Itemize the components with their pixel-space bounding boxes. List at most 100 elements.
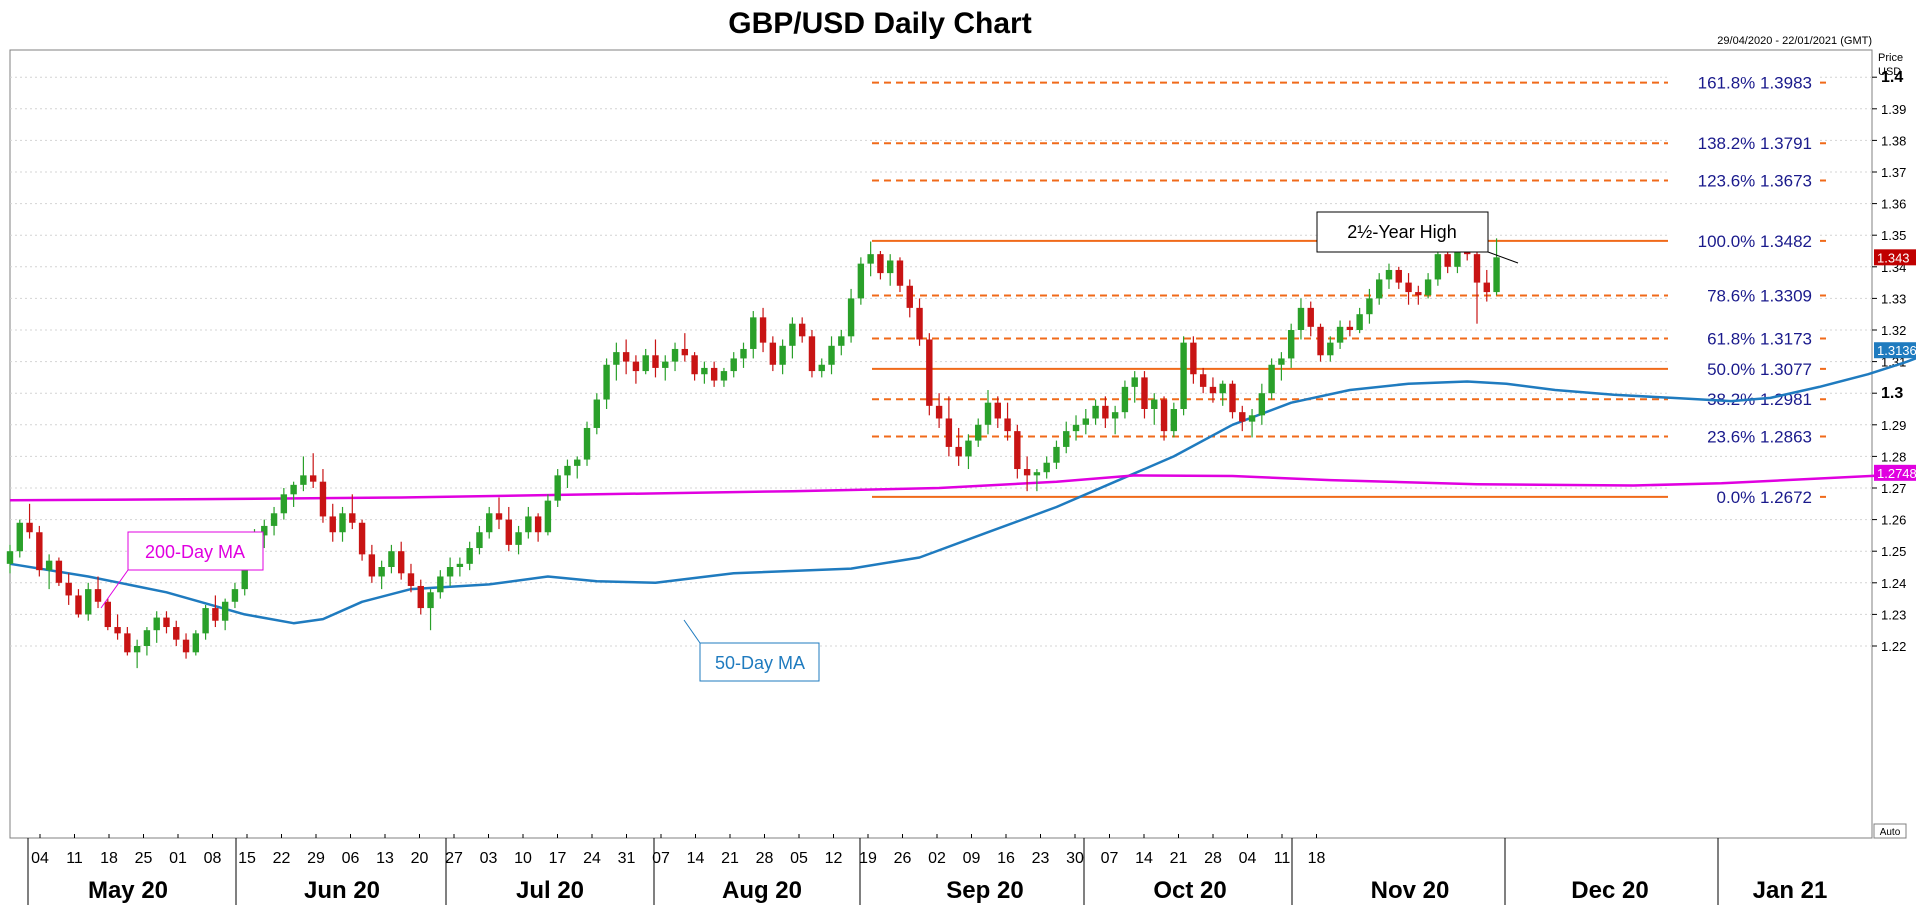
candle xyxy=(45,554,53,590)
candlesticks xyxy=(6,222,1500,669)
candle xyxy=(290,481,297,507)
ma50-annotation-text: 50-Day MA xyxy=(715,653,805,673)
candle xyxy=(55,557,63,586)
candle xyxy=(769,336,777,372)
x-axis: 04 11 18 25 01 08 15 22 29 06 13 20 27 03 10 17 24 31 07 14… xyxy=(27,834,1827,905)
candle-body xyxy=(6,551,14,564)
candle xyxy=(534,513,542,542)
price-axis-label: Price xyxy=(1878,52,1903,64)
candle-body xyxy=(270,513,278,526)
candle-body xyxy=(1219,383,1226,394)
y-tick-label: 1.27 xyxy=(1881,481,1906,496)
x-month-label: Oct 20 xyxy=(1153,877,1226,904)
x-day-label: 07 xyxy=(1101,850,1119,867)
candle xyxy=(1092,399,1099,425)
y-tick-label: 1.23 xyxy=(1881,607,1906,622)
price-tag xyxy=(1874,342,1916,359)
candle xyxy=(1307,301,1314,337)
candle-body xyxy=(603,364,610,400)
candle-body xyxy=(1082,418,1089,425)
candle xyxy=(270,506,278,536)
candle xyxy=(583,421,591,466)
moving-averages xyxy=(9,356,1916,625)
fib-label-bg xyxy=(1668,328,1820,349)
candle xyxy=(1287,323,1295,368)
y-tick-label: 1.38 xyxy=(1881,133,1906,148)
fib-level-label: 50.0% 1.3077 xyxy=(1707,360,1812,379)
candle-body xyxy=(1336,326,1344,343)
y-tick-label: 1.31 xyxy=(1881,355,1906,370)
candle xyxy=(662,355,669,381)
fib-label-bg xyxy=(1668,486,1820,507)
candle-body xyxy=(153,617,160,631)
fib-level-label: 61.8% 1.3173 xyxy=(1707,330,1812,349)
ma50-line xyxy=(9,356,1916,625)
candle xyxy=(574,456,581,479)
candle xyxy=(1180,336,1187,416)
candle-body xyxy=(525,516,532,533)
candle xyxy=(525,506,532,539)
x-day-label: 11 xyxy=(1274,850,1291,867)
candle-body xyxy=(1376,279,1383,299)
candle xyxy=(456,557,464,577)
high-callout-line xyxy=(1487,251,1519,264)
price-tag-label: 1.3136 xyxy=(1877,343,1916,358)
candle-body xyxy=(192,633,200,653)
candle xyxy=(779,339,786,375)
candle-body xyxy=(554,475,561,501)
candle xyxy=(358,519,366,561)
x-day-label: 15 xyxy=(238,850,256,867)
candle xyxy=(975,418,982,447)
candle xyxy=(192,630,200,656)
candle-body xyxy=(466,548,473,564)
ma200-annotation-box xyxy=(127,531,264,571)
y-tick-label: 1.36 xyxy=(1881,197,1906,212)
x-day-label: 18 xyxy=(100,850,118,867)
candle-body xyxy=(877,254,884,274)
candle-body xyxy=(1258,393,1266,416)
candle xyxy=(407,563,415,593)
candle xyxy=(857,257,865,305)
candle xyxy=(955,427,962,466)
candle xyxy=(1346,320,1354,337)
candle-body xyxy=(798,323,806,337)
candle-body xyxy=(1239,412,1246,422)
candle xyxy=(133,639,141,669)
candle xyxy=(1111,405,1119,435)
candle-body xyxy=(681,348,689,356)
candle xyxy=(671,342,679,372)
candle-body xyxy=(642,355,649,372)
x-day-label: 27 xyxy=(445,850,463,867)
candle xyxy=(1004,402,1011,441)
x-day-label: 29 xyxy=(307,850,325,867)
candle-body xyxy=(388,551,395,567)
auto-button[interactable] xyxy=(1873,823,1907,839)
chart-title: GBP/USD Daily Chart xyxy=(728,7,1031,40)
candle-body xyxy=(45,560,53,571)
candle xyxy=(1268,358,1275,400)
candle-body xyxy=(1014,431,1021,470)
candle xyxy=(1483,269,1490,302)
candle xyxy=(1248,409,1256,438)
candle-body xyxy=(124,633,131,653)
candle-body xyxy=(55,560,63,583)
candle-body xyxy=(1131,377,1138,387)
ma200-annotation: 200-Day MA xyxy=(100,531,264,609)
candle xyxy=(261,519,268,549)
candle xyxy=(231,582,239,609)
candle-body xyxy=(662,361,669,368)
candle-body xyxy=(212,608,219,621)
candle-body xyxy=(1356,314,1363,330)
candle xyxy=(789,317,796,359)
candle xyxy=(1229,380,1236,419)
candle xyxy=(613,342,620,381)
candle-body xyxy=(808,336,816,372)
candle-body xyxy=(1043,462,1050,473)
candle xyxy=(1278,352,1285,381)
candle xyxy=(808,330,816,378)
candle xyxy=(280,488,288,520)
candle-body xyxy=(143,630,151,646)
candle xyxy=(1336,320,1344,349)
candle xyxy=(202,604,209,640)
auto-button-label[interactable]: Auto xyxy=(1880,827,1901,838)
